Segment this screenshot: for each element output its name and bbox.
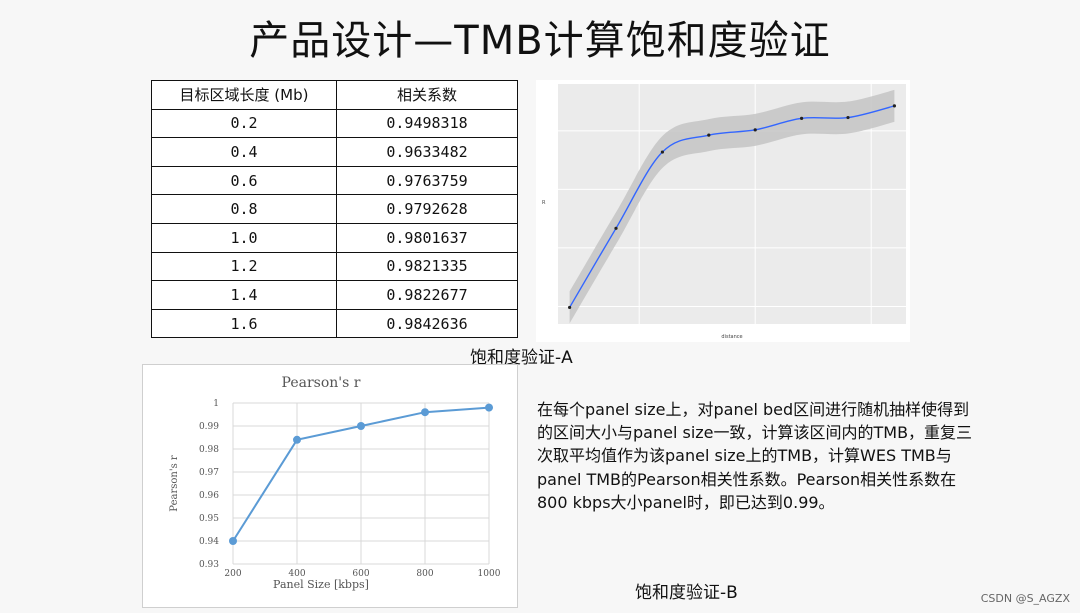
table-cell: 0.9633482 bbox=[336, 137, 518, 167]
table-cell: 0.9821335 bbox=[336, 251, 518, 282]
table-cell: 0.4 bbox=[151, 137, 337, 167]
table-cell: 1.4 bbox=[151, 280, 337, 310]
column-header-region-length: 目标区域长度 (Mb) bbox=[151, 80, 337, 110]
table-cell: 0.8 bbox=[151, 194, 337, 224]
table-row: 0.4 0.9633482 bbox=[151, 137, 518, 167]
y-tick-label: 0.99 bbox=[199, 422, 219, 432]
y-tick-label: 0.97 bbox=[199, 468, 219, 478]
data-point bbox=[800, 116, 804, 120]
x-axis-label: distance bbox=[721, 334, 742, 340]
y-tick-label: 0.93 bbox=[199, 560, 219, 570]
data-point bbox=[568, 305, 572, 310]
table-row: 1.4 0.9822677 bbox=[151, 280, 518, 310]
table-cell: 0.9792628 bbox=[336, 194, 518, 224]
table-row: 0.6 0.9763759 bbox=[151, 165, 518, 196]
caption-b: 饱和度验证-B bbox=[635, 583, 738, 603]
table-row: 1.0 0.9801637 bbox=[151, 222, 518, 253]
table-cell: 0.9822677 bbox=[336, 280, 518, 310]
y-tick-label: 0.95 bbox=[199, 514, 219, 524]
caption-a: 饱和度验证-A bbox=[470, 348, 573, 368]
smooth-chart-svg: distance R bbox=[542, 84, 906, 340]
x-axis-label: Panel Size [kbps] bbox=[273, 578, 369, 591]
table-cell: 0.9801637 bbox=[336, 222, 518, 253]
confidence-band bbox=[569, 89, 895, 324]
data-point bbox=[660, 150, 664, 154]
y-tick-label: 0.98 bbox=[199, 445, 219, 455]
data-point bbox=[229, 537, 237, 545]
chart-title: Pearson's r bbox=[282, 375, 361, 391]
data-point bbox=[846, 115, 850, 120]
table-row: 0.8 0.9792628 bbox=[151, 194, 518, 224]
x-tick-label: 200 bbox=[224, 569, 241, 579]
table-row: 0.2 0.9498318 bbox=[151, 108, 518, 139]
table-row: 1.2 0.9821335 bbox=[151, 251, 518, 282]
slide-title: 产品设计—TMB计算饱和度验证 bbox=[249, 18, 831, 64]
watermark: CSDN @S_AGZX bbox=[980, 592, 1070, 605]
data-point bbox=[421, 408, 429, 417]
saturation-smooth-chart: distance R bbox=[536, 80, 910, 342]
x-tick-label: 400 bbox=[288, 569, 305, 579]
table-cell: 0.2 bbox=[151, 108, 337, 139]
table-cell: 0.9498318 bbox=[336, 108, 518, 139]
table-cell: 0.9842636 bbox=[336, 308, 518, 339]
data-point bbox=[892, 104, 896, 108]
data-point bbox=[707, 133, 711, 137]
column-header-correlation: 相关系数 bbox=[336, 80, 518, 110]
pearson-line-chart: Pearson's r 0.93 0.94 0.95 0.96 0.97 0.98 0.99 1… bbox=[142, 364, 518, 608]
data-point bbox=[614, 226, 618, 230]
table-cell: 0.6 bbox=[151, 165, 337, 196]
table-cell: 1.6 bbox=[151, 308, 337, 339]
y-tick-label: 1 bbox=[213, 399, 219, 409]
description-text: 在每个panel size上，对panel bed区间进行随机抽样使得到的区间大… bbox=[537, 400, 973, 512]
data-point bbox=[485, 403, 493, 412]
table-header-row: 目标区域长度 (Mb) 相关系数 bbox=[151, 80, 518, 110]
data-point bbox=[357, 422, 365, 430]
y-tick-label: 0.94 bbox=[199, 537, 219, 547]
table-row: 1.6 0.9842636 bbox=[151, 308, 518, 339]
data-point bbox=[293, 435, 301, 444]
table-cell: 1.2 bbox=[151, 251, 337, 282]
pearson-chart-svg: Pearson's r 0.93 0.94 0.95 0.96 0.97 0.98 0.99 1… bbox=[169, 375, 501, 591]
y-axis-label: Pearson's r bbox=[169, 455, 180, 512]
x-tick-label: 1000 bbox=[478, 569, 501, 579]
y-axis-label: R bbox=[542, 200, 546, 206]
x-tick-label: 600 bbox=[352, 569, 369, 579]
data-point bbox=[753, 128, 757, 132]
x-tick-label: 800 bbox=[416, 569, 433, 579]
y-tick-label: 0.96 bbox=[199, 491, 219, 501]
table-cell: 0.9763759 bbox=[336, 165, 518, 196]
correlation-table: 目标区域长度 (Mb) 相关系数 0.2 0.9498318 0.4 0.96334… bbox=[151, 80, 518, 339]
table-cell: 1.0 bbox=[151, 222, 337, 253]
